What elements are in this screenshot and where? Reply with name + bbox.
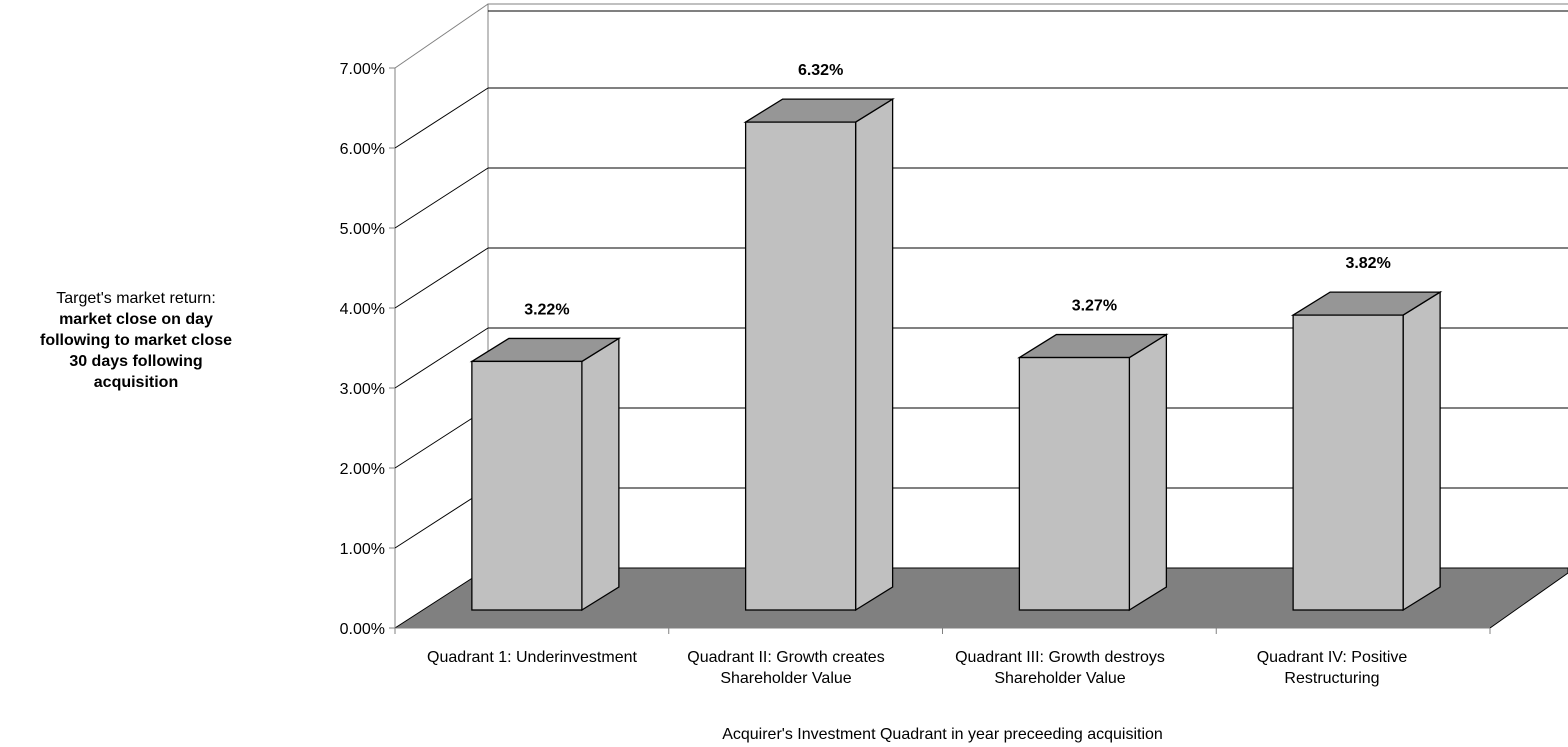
bar [1017,333,1169,612]
bar-side [854,97,894,612]
y-axis-title-line: market close on day [59,311,213,328]
side-wall-edge [394,3,489,69]
y-tick-label: 3.00% [340,381,385,398]
y-tick-label: 2.00% [340,461,385,478]
bar-front [471,360,583,611]
y-tick-label: 6.00% [340,141,385,158]
y-tick-label: 5.00% [340,221,385,238]
x-tick-label: Quadrant II: Growth creates Shareholder … [687,649,885,687]
data-label: 6.32% [798,62,843,79]
bar-side [1402,290,1441,612]
gridline-side [394,327,489,389]
data-label: 3.22% [524,301,569,318]
y-tick-label: 7.00% [340,61,385,78]
gridline-side [394,87,489,149]
bar [469,337,622,612]
x-tick-label: Quadrant III: Growth destroys Shareholde… [955,649,1165,687]
data-labels: 3.22% 6.32% 3.27% 3.82% [524,62,1391,318]
y-tick-labels: 0.00% 1.00% 2.00% 3.00% 4.00% 5.00% 6.00% 7.00% [340,61,395,638]
gridline-side [394,167,489,229]
y-tick-label: 0.00% [340,621,385,638]
y-axis-title-line: acquisition [93,374,179,391]
bar [743,97,895,612]
y-axis-title-line: following to market close [39,332,233,349]
x-tick-label: Quadrant IV: Positive Restructuring [1256,649,1408,687]
y-axis-title-line: Target's market return: [56,290,216,307]
y-axis-title: Target's market return: market close on … [0,288,272,393]
gridline-side [394,247,489,309]
data-label: 3.82% [1345,255,1390,272]
bar-front [1018,356,1131,611]
bars [469,97,1443,612]
y-tick-label: 4.00% [340,301,385,318]
data-label: 3.27% [1072,298,1117,315]
bar-front [1292,314,1404,611]
x-tick-label: Quadrant 1: Underinvestment [427,649,637,666]
bar [1290,290,1443,612]
y-axis-title-line: 30 days following [69,353,203,370]
y-tick-label: 1.00% [340,541,385,558]
x-axis-title: Acquirer's Investment Quadrant in year p… [722,726,1163,743]
bar-side [1128,333,1168,612]
bar-front [744,121,857,611]
bar-side [581,337,620,612]
